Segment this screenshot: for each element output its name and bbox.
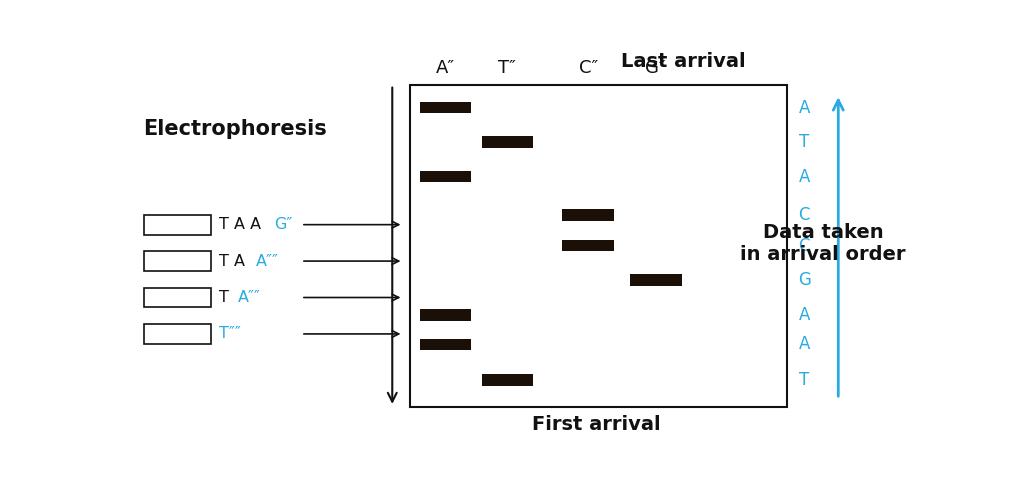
Text: T: T — [219, 290, 234, 305]
Text: T: T — [799, 371, 809, 389]
Text: A: A — [799, 99, 810, 117]
Text: C: C — [799, 206, 810, 224]
Bar — [420, 102, 471, 114]
Text: First arrival: First arrival — [531, 415, 660, 434]
Text: A: A — [799, 335, 810, 353]
Bar — [420, 309, 471, 321]
Bar — [562, 209, 614, 221]
Text: Data taken
in arrival order: Data taken in arrival order — [740, 223, 905, 264]
Text: C″: C″ — [579, 59, 598, 77]
Bar — [562, 240, 614, 251]
Bar — [420, 171, 471, 182]
Text: G″: G″ — [645, 59, 666, 77]
Text: A″″: A″″ — [238, 290, 260, 305]
Bar — [143, 324, 211, 344]
Bar — [143, 251, 211, 271]
Text: C: C — [799, 237, 810, 255]
Bar — [143, 215, 211, 235]
Text: G″: G″ — [274, 217, 293, 232]
Bar — [481, 136, 534, 148]
Text: T″: T″ — [499, 59, 516, 77]
Text: T″″: T″″ — [219, 326, 241, 342]
Text: T A A: T A A — [219, 217, 266, 232]
Bar — [410, 85, 786, 407]
Bar — [481, 374, 534, 385]
Text: A: A — [799, 306, 810, 324]
Text: A″″: A″″ — [256, 253, 279, 268]
Bar — [420, 339, 471, 350]
Text: T: T — [799, 133, 809, 151]
Text: Electrophoresis: Electrophoresis — [143, 119, 327, 139]
Text: T A: T A — [219, 253, 251, 268]
Text: G: G — [799, 271, 811, 289]
Text: A: A — [799, 168, 810, 186]
Bar — [143, 287, 211, 307]
Text: A″: A″ — [436, 59, 455, 77]
Bar — [630, 274, 682, 286]
Text: Last arrival: Last arrival — [622, 52, 745, 71]
